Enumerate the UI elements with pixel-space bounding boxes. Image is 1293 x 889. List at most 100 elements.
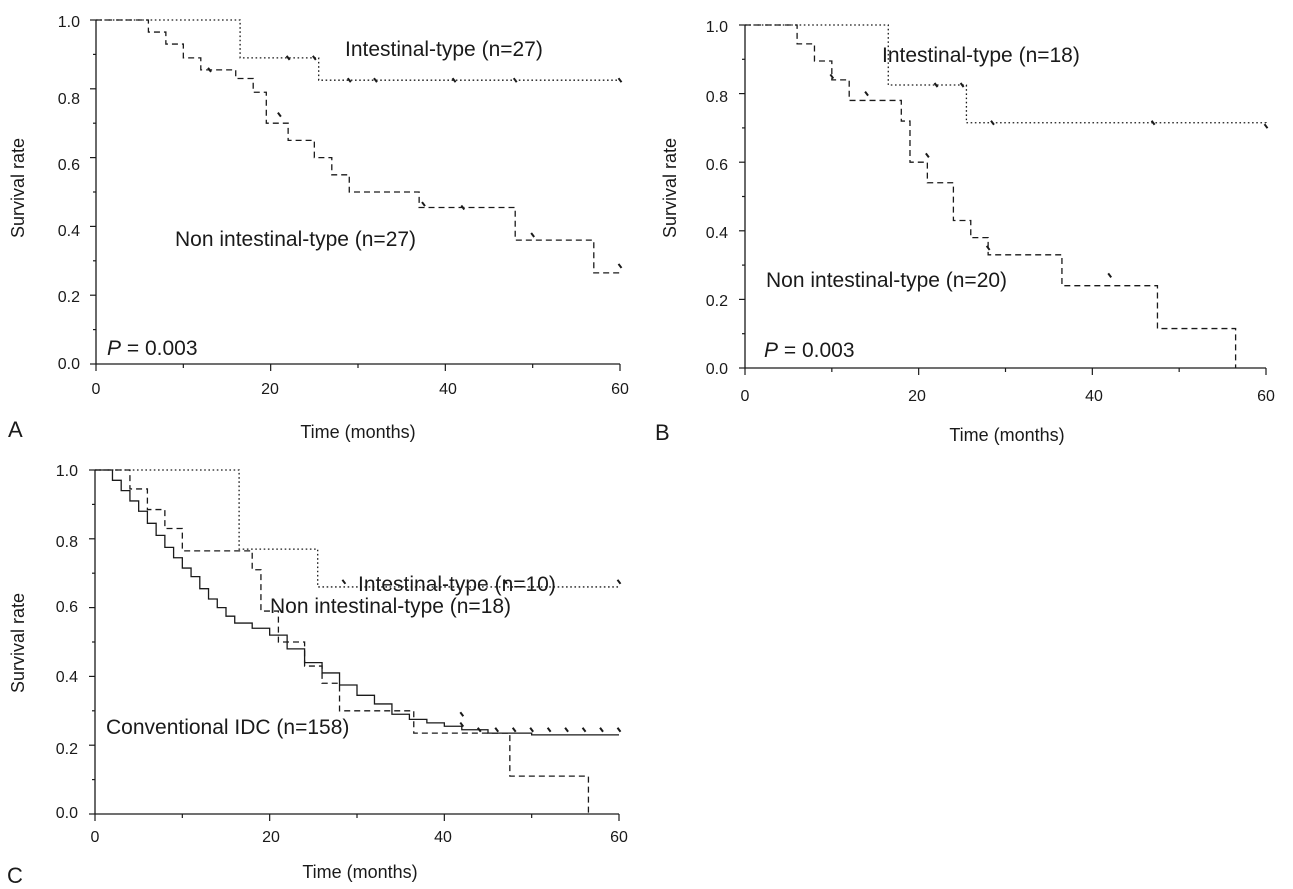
panel-c-censor-mark bbox=[459, 721, 465, 728]
panel-c-x-tick-2: 40 bbox=[434, 829, 452, 846]
panel-a-censor-mark bbox=[421, 201, 426, 207]
panel-b-p-value: P = 0.003 bbox=[764, 339, 855, 362]
panel-b-p-number: = 0.003 bbox=[778, 339, 854, 362]
panel-a-y-tick-2: 0.4 bbox=[58, 223, 80, 240]
panel-c-censor-mark bbox=[341, 579, 347, 585]
panel-c-censor-mark bbox=[494, 727, 500, 733]
panel-b-label-intestinal: Intestinal-type (n=18) bbox=[882, 44, 1080, 67]
panel-c-curve-dashed bbox=[95, 469, 590, 814]
panel-c-curve-dotted bbox=[95, 469, 619, 588]
panel-c-x-tick-0: 0 bbox=[91, 829, 100, 846]
panel-c-censor-mark bbox=[599, 727, 604, 733]
panel-b-x-axis-title: Time (months) bbox=[949, 425, 1064, 445]
panel-a-label-non-intestinal: Non intestinal-type (n=27) bbox=[175, 228, 416, 251]
panel-a-y-tick-4: 0.8 bbox=[58, 91, 80, 108]
panel-c-y-ticks: 0.0 0.2 0.4 0.6 0.8 1.0 bbox=[56, 463, 78, 822]
panel-b-censor-mark bbox=[1263, 123, 1269, 129]
panel-c-label-conventional: Conventional IDC (n=158) bbox=[106, 716, 349, 739]
panel-a-curve-dashed bbox=[96, 19, 620, 274]
panel-b-x-ticks: 0 20 40 60 bbox=[741, 388, 1275, 405]
panel-c-x-tick-1: 20 bbox=[262, 829, 280, 846]
panel-a-x-tick-3: 60 bbox=[611, 381, 629, 398]
panel-a-censor-mark bbox=[530, 232, 535, 238]
panel-b-censor-mark bbox=[864, 90, 869, 97]
panel-a-y-tick-1: 0.2 bbox=[58, 289, 80, 306]
panel-c-censor-mark bbox=[503, 579, 508, 585]
panel-b-censor-mark bbox=[925, 152, 930, 158]
panel-b-y-axis-title: Survival rate bbox=[660, 138, 680, 238]
panel-b-x-tick-1: 20 bbox=[908, 388, 926, 405]
panel-c-label-non-intestinal: Non intestinal-type (n=18) bbox=[270, 595, 511, 618]
panel-c-y-tick-3: 0.6 bbox=[56, 599, 78, 616]
panel-b-label-non-intestinal: Non intestinal-type (n=20) bbox=[766, 269, 1007, 292]
panel-a-censor-mark bbox=[277, 111, 282, 118]
panel-a-y-tick-5: 1.0 bbox=[58, 14, 80, 31]
panel-b-y-tick-3: 0.6 bbox=[706, 157, 728, 174]
panel-a-p-symbol: P bbox=[107, 337, 121, 360]
panel-a-x-tick-0: 0 bbox=[92, 381, 101, 398]
panel-c-censor-mark bbox=[459, 711, 465, 717]
panel-a-censor-mark bbox=[512, 77, 518, 83]
panel-a-label-intestinal: Intestinal-type (n=27) bbox=[345, 38, 543, 61]
panel-c-y-tick-4: 0.8 bbox=[56, 534, 78, 551]
panel-b-y-tick-2: 0.4 bbox=[706, 225, 728, 242]
panel-a-curve-dotted bbox=[96, 19, 620, 81]
panel-b-y-ticks: 0.0 0.2 0.4 0.6 0.8 1.0 bbox=[706, 19, 728, 378]
panel-c-censor-mark bbox=[564, 727, 569, 733]
panel-a-censor-mark bbox=[451, 77, 457, 83]
panel-b-y-tick-5: 1.0 bbox=[706, 19, 728, 36]
panel-c-censor-mark bbox=[529, 727, 534, 733]
panel-a-p-number: = 0.003 bbox=[121, 337, 197, 360]
panel-c-censor-mark bbox=[511, 727, 517, 733]
panel-c-censor-mark bbox=[546, 727, 552, 733]
panel-a-y-ticks: 0.0 0.2 0.4 0.6 0.8 1.0 bbox=[58, 14, 80, 373]
panel-a: A Survival rate Time (months) 0.0 0.2 0.… bbox=[8, 14, 629, 442]
panel-c-label-intestinal: Intestinal-type (n=10) bbox=[358, 573, 556, 596]
panel-b-x-tick-2: 40 bbox=[1085, 388, 1103, 405]
panel-c-y-tick-2: 0.4 bbox=[56, 669, 78, 686]
panel-a-censor-mark bbox=[285, 55, 291, 61]
panel-b-censor-mark bbox=[985, 245, 991, 251]
panel-c-y-tick-1: 0.2 bbox=[56, 741, 78, 758]
panel-a-censor-mark bbox=[207, 67, 212, 73]
panel-b-censor-mark bbox=[1150, 120, 1156, 126]
panel-c: C Survival rate Time (months) 0.0 0.2 0.… bbox=[7, 463, 628, 888]
panel-a-censor-mark bbox=[373, 77, 378, 83]
panel-letter-b: B bbox=[655, 420, 670, 445]
panel-c-y-tick-5: 1.0 bbox=[56, 463, 78, 480]
panel-letter-a: A bbox=[8, 417, 23, 442]
panel-c-x-tick-3: 60 bbox=[610, 829, 628, 846]
panel-a-x-tick-1: 20 bbox=[261, 381, 279, 398]
panel-b-censor-mark bbox=[933, 82, 939, 88]
panel-c-censor-mark bbox=[476, 727, 482, 733]
panel-c-y-axis-title: Survival rate bbox=[8, 593, 28, 693]
panel-a-censor-mark bbox=[617, 77, 623, 83]
panel-b-y-tick-4: 0.8 bbox=[706, 89, 728, 106]
panel-b-curve-dotted bbox=[745, 24, 1267, 127]
panel-b-x-tick-0: 0 bbox=[741, 388, 750, 405]
panel-a-x-axis-title: Time (months) bbox=[300, 422, 415, 442]
panel-c-y-tick-0: 0.0 bbox=[56, 805, 78, 822]
panel-a-p-value: P = 0.003 bbox=[107, 337, 198, 360]
panel-b-p-symbol: P bbox=[764, 339, 778, 362]
panel-a-censor-mark bbox=[460, 204, 466, 211]
panel-b-censor-mark bbox=[829, 73, 835, 80]
panel-c-censor-mark bbox=[581, 727, 587, 733]
panel-b-censor-mark bbox=[1107, 272, 1112, 278]
panel-a-y-axis-title: Survival rate bbox=[8, 138, 28, 238]
panel-a-y-tick-0: 0.0 bbox=[58, 356, 80, 373]
panel-a-y-tick-3: 0.6 bbox=[58, 157, 80, 174]
panel-b-censor-mark bbox=[959, 82, 965, 88]
panel-c-x-ticks: 0 20 40 60 bbox=[91, 829, 628, 846]
panel-a-censor-mark bbox=[312, 55, 317, 61]
panel-b-y-tick-1: 0.2 bbox=[706, 293, 728, 310]
panel-c-censor-mark bbox=[616, 727, 622, 733]
panel-c-censor-mark bbox=[616, 579, 622, 585]
panel-b: B Survival rate Time (months) 0.0 0.2 0.… bbox=[655, 19, 1275, 445]
panel-a-x-tick-2: 40 bbox=[439, 381, 457, 398]
panel-c-x-axis-title: Time (months) bbox=[302, 862, 417, 882]
panel-b-curve-dashed bbox=[745, 24, 1237, 368]
panel-a-censor-mark bbox=[346, 77, 352, 83]
panel-b-censor-mark bbox=[990, 120, 995, 126]
